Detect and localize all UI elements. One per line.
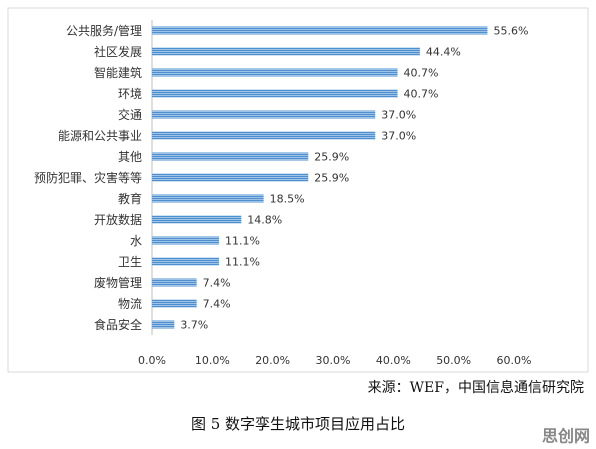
x-tick-label: 30.0% xyxy=(316,354,351,367)
value-label: 55.6% xyxy=(493,25,528,38)
bar xyxy=(152,194,264,203)
value-label: 25.9% xyxy=(314,172,349,185)
x-tick-label: 0.0% xyxy=(138,354,166,367)
value-label: 14.8% xyxy=(247,214,282,227)
y-tick-label: 智能建筑 xyxy=(94,65,142,80)
y-tick-label: 预防犯罪、灾害等等 xyxy=(34,170,142,185)
bar xyxy=(152,173,309,182)
bar xyxy=(152,278,197,287)
value-label: 25.9% xyxy=(314,151,349,164)
y-tick-label: 教育 xyxy=(118,191,142,206)
x-tick-label: 20.0% xyxy=(255,354,290,367)
value-label: 40.7% xyxy=(404,88,439,101)
y-tick-label: 食品安全 xyxy=(94,317,142,332)
y-tick-label: 公共服务/管理 xyxy=(66,23,142,38)
bar xyxy=(152,299,197,308)
bar xyxy=(152,110,376,119)
value-label: 11.1% xyxy=(225,235,260,248)
bar xyxy=(152,131,376,140)
y-tick-label: 其他 xyxy=(118,150,142,164)
y-tick-label: 卫生 xyxy=(118,255,142,269)
x-tick-label: 50.0% xyxy=(436,354,471,367)
y-tick-label: 废物管理 xyxy=(94,275,142,290)
y-tick-label: 社区发展 xyxy=(94,44,142,59)
value-label: 44.4% xyxy=(426,46,461,59)
y-tick-label: 能源和公共事业 xyxy=(58,129,142,143)
bar xyxy=(152,152,309,161)
bar xyxy=(152,26,488,35)
bar xyxy=(152,68,398,77)
y-tick-label: 交通 xyxy=(118,107,142,122)
bar xyxy=(152,236,219,245)
y-tick-label: 物流 xyxy=(118,297,142,311)
y-tick-label: 水 xyxy=(130,234,142,248)
value-label: 37.0% xyxy=(381,109,416,122)
bar xyxy=(152,47,420,56)
value-label: 7.4% xyxy=(203,277,231,290)
value-label: 40.7% xyxy=(404,67,439,80)
x-tick-label: 60.0% xyxy=(497,354,532,367)
bar xyxy=(152,89,398,98)
bar xyxy=(152,215,242,224)
x-tick-label: 40.0% xyxy=(376,354,411,367)
y-tick-label: 环境 xyxy=(118,86,142,101)
watermark: 思创网 xyxy=(542,427,590,446)
value-label: 37.0% xyxy=(381,130,416,143)
bar xyxy=(152,257,219,266)
value-label: 11.1% xyxy=(225,256,260,269)
chart-frame xyxy=(7,7,589,373)
bar xyxy=(152,320,175,329)
y-tick-label: 开放数据 xyxy=(94,212,142,227)
value-label: 3.7% xyxy=(180,319,208,332)
value-label: 7.4% xyxy=(203,298,231,311)
source: 来源：WEF，中国信息通信研究院 xyxy=(368,379,584,396)
x-tick-label: 10.0% xyxy=(195,354,230,367)
value-label: 18.5% xyxy=(270,193,305,206)
caption: 图 5 数字孪生城市项目应用占比 xyxy=(191,415,405,433)
